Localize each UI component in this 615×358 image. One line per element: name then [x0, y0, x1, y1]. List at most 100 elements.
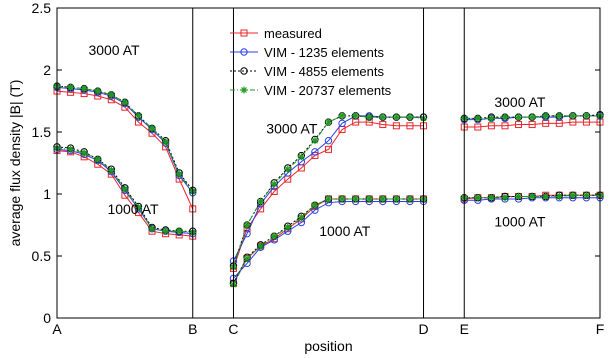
- series-line: [233, 115, 424, 267]
- y-tick-label: 2.5: [32, 0, 52, 16]
- data-point: [270, 232, 278, 240]
- data-point: [80, 85, 88, 93]
- data-point: [94, 155, 102, 163]
- data-point: [311, 152, 319, 160]
- data-point: [325, 195, 332, 203]
- legend-label: VIM - 20737 elements: [264, 83, 392, 98]
- legend-label: VIM - 1235 elements: [264, 45, 384, 60]
- y-tick-label: 0: [43, 310, 51, 326]
- data-point: [582, 191, 590, 199]
- data-point: [474, 194, 482, 202]
- x-tick-label: C: [228, 321, 238, 337]
- data-point: [121, 185, 129, 193]
- data-point: [569, 191, 577, 199]
- data-point: [297, 214, 305, 222]
- data-point: [162, 227, 170, 235]
- data-point: [379, 121, 387, 129]
- data-point: [338, 112, 346, 120]
- data-point: [352, 112, 360, 120]
- annotation-label: 3000 AT: [266, 120, 318, 136]
- data-point: [555, 192, 563, 200]
- series-line: [232, 115, 424, 268]
- data-point: [338, 119, 346, 128]
- data-point: [325, 145, 332, 153]
- data-point: [80, 149, 88, 157]
- data-point: [392, 113, 400, 121]
- x-tick-label: F: [596, 321, 605, 337]
- data-point: [542, 192, 550, 200]
- data-point: [324, 136, 333, 145]
- legend-label: VIM - 4855 elements: [264, 64, 384, 79]
- series-line: [464, 121, 600, 128]
- data-point: [243, 221, 251, 229]
- data-point: [284, 165, 292, 173]
- data-point: [338, 195, 346, 203]
- series-line: [56, 150, 193, 237]
- data-point: [94, 87, 102, 95]
- data-point: [379, 113, 387, 121]
- data-point: [528, 113, 536, 121]
- data-point: [270, 180, 278, 188]
- annotation-label: 3000 AT: [494, 94, 546, 110]
- data-point: [392, 195, 400, 203]
- data-point: [515, 121, 523, 129]
- data-point: [487, 122, 495, 130]
- x-tick-label: B: [188, 321, 197, 337]
- data-point: [67, 145, 75, 153]
- x-tick-label: A: [52, 321, 62, 337]
- data-point: [107, 166, 115, 174]
- data-point: [528, 121, 536, 129]
- x-axis: A B C D E F: [52, 321, 604, 337]
- data-point: [542, 112, 550, 120]
- y-tick-label: 2: [43, 62, 51, 78]
- data-point: [392, 122, 400, 130]
- x-axis-label: position: [304, 338, 352, 354]
- data-point: [501, 194, 509, 202]
- data-point: [240, 86, 248, 94]
- data-point: [175, 170, 183, 178]
- data-point: [243, 254, 251, 262]
- data-point: [162, 138, 170, 146]
- y-tick-label: 0.5: [32, 248, 52, 264]
- series-line: [56, 146, 193, 232]
- series-line: [233, 200, 424, 279]
- legend: measured VIM - 1235 elements VIM - 4855 el…: [230, 26, 392, 98]
- data-point: [555, 112, 563, 120]
- y-tick-label: 1: [43, 186, 51, 202]
- data-point: [406, 113, 414, 121]
- x-tick-label: E: [460, 321, 469, 337]
- data-point: [406, 122, 414, 130]
- data-point: [148, 124, 156, 132]
- legend-label: measured: [264, 26, 322, 41]
- data-point: [297, 153, 305, 161]
- data-point: [148, 225, 156, 233]
- data-point: [515, 192, 523, 200]
- series-line: [233, 121, 424, 269]
- data-point: [311, 201, 319, 209]
- annotation-label: 1000 AT: [494, 213, 546, 229]
- data-point: [365, 113, 373, 121]
- data-point: [107, 91, 115, 99]
- data-point: [257, 242, 265, 250]
- plot-frame: [56, 7, 601, 319]
- data-point: [352, 195, 360, 203]
- data-point: [582, 112, 590, 120]
- annotation-label: 3000 AT: [88, 42, 140, 58]
- legend-entry: VIM - 1235 elements: [230, 45, 384, 60]
- data-point: [501, 113, 509, 121]
- data-point: [311, 137, 319, 145]
- data-point: [474, 114, 482, 122]
- section-separators: [192, 8, 465, 318]
- data-point: [134, 112, 142, 120]
- y-axis-label: average flux density |B| (T): [7, 80, 23, 247]
- legend-entry: measured: [230, 26, 322, 41]
- data-point: [134, 204, 142, 212]
- data-point: [487, 194, 495, 202]
- data-point: [365, 195, 373, 203]
- legend-entry: VIM - 20737 elements: [230, 83, 392, 98]
- data-point: [569, 112, 577, 120]
- data-point: [67, 83, 75, 91]
- data-point: [270, 188, 278, 196]
- data-point: [325, 118, 332, 126]
